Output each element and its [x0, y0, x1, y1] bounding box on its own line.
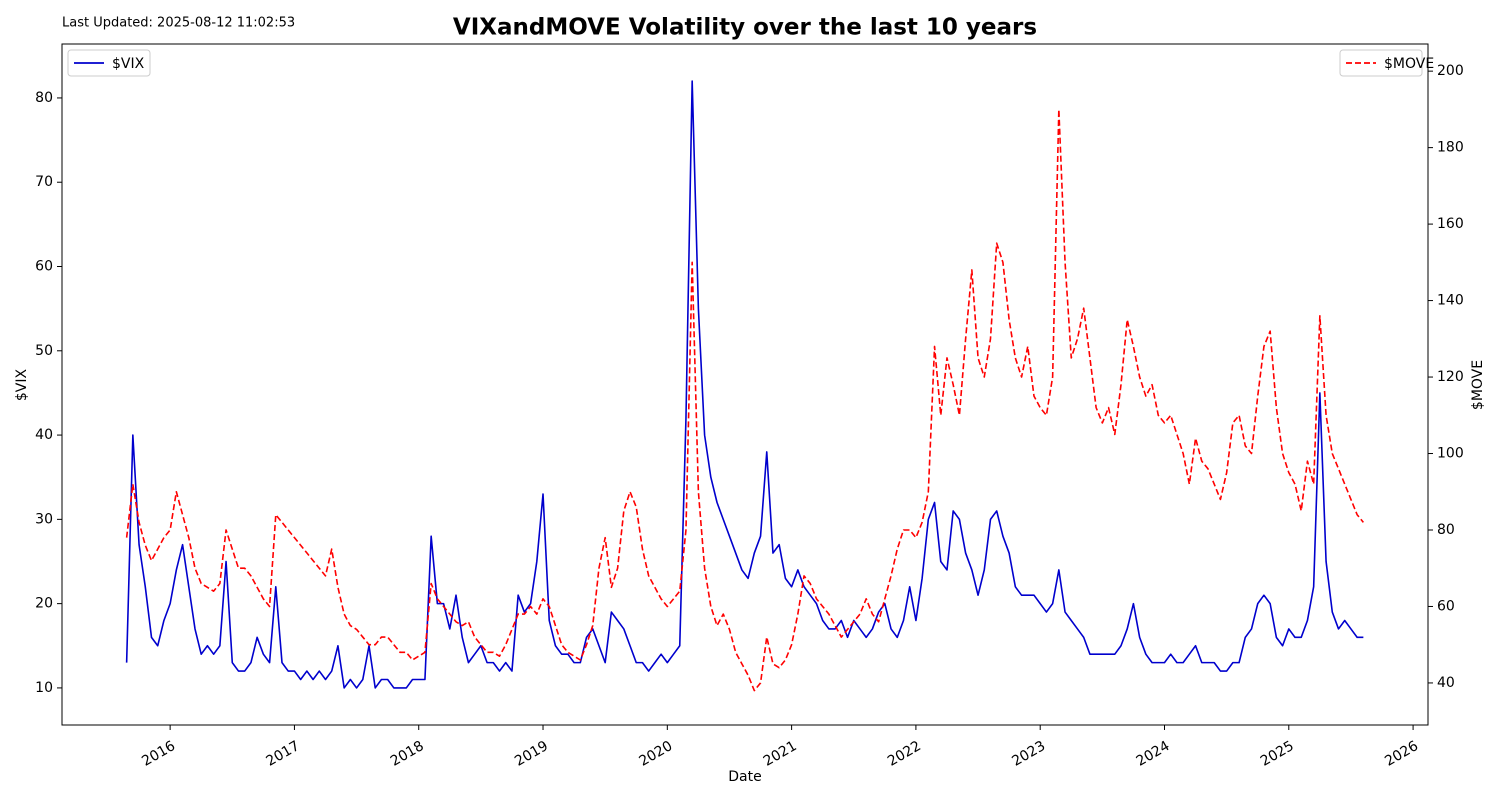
- legend: $MOVE: [1339, 49, 1434, 77]
- y2-tick-label: 140: [1437, 293, 1464, 309]
- series-line: [125, 80, 1364, 689]
- y-tick-label: 80: [35, 90, 53, 106]
- legend-label: $VIX: [112, 56, 145, 72]
- y2-tick-label: 60: [1437, 598, 1455, 614]
- y-tick-label: 60: [35, 259, 53, 275]
- plot-frame: [61, 43, 1429, 726]
- y2-tick-label: 180: [1437, 140, 1464, 156]
- y-tick-label: 70: [35, 174, 53, 190]
- y-axis-label: $VIX: [14, 368, 30, 401]
- annotation: Last Updated: 2025-08-12 11:02:53: [62, 16, 295, 31]
- y-tick-label: 10: [35, 680, 53, 696]
- legend-label: $MOVE: [1384, 56, 1434, 72]
- y-tick-label: 30: [35, 511, 53, 527]
- y2-tick-label: 40: [1437, 675, 1455, 691]
- y-tick-label: 40: [35, 427, 53, 443]
- y2-tick-label: 80: [1437, 522, 1455, 538]
- series-line: [125, 108, 1364, 692]
- legend: $VIX: [67, 49, 151, 77]
- y2-tick-label: 100: [1437, 446, 1464, 462]
- legend-box: [1339, 49, 1423, 77]
- y-tick-label: 50: [35, 343, 53, 359]
- y2-axis-label: $MOVE: [1470, 360, 1486, 410]
- y2-tick-label: 120: [1437, 369, 1464, 385]
- chart-title: VIXandMOVE Volatility over the last 10 y…: [453, 15, 1037, 41]
- x-axis-label: Date: [728, 769, 761, 785]
- y2-tick-label: 160: [1437, 216, 1464, 232]
- y-tick-label: 20: [35, 596, 53, 612]
- legend-box: [67, 49, 151, 77]
- y2-tick-label: 200: [1437, 63, 1464, 79]
